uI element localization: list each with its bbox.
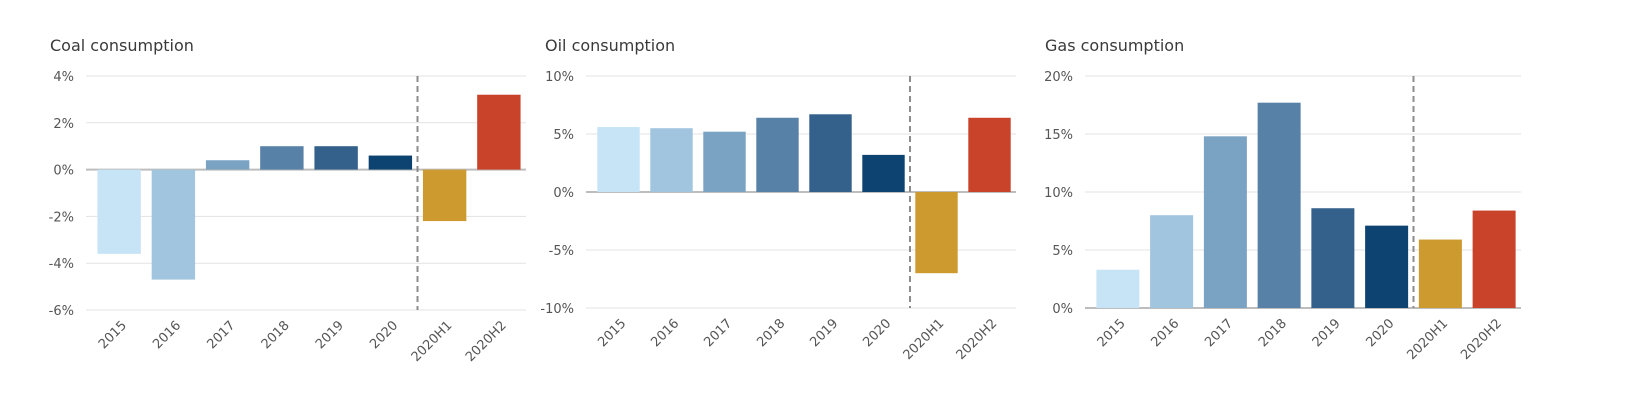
bar-2019 [314, 146, 358, 170]
x-tick-label: 2019 [1310, 316, 1344, 350]
bar-2016 [151, 169, 196, 280]
x-tick-label: 2019 [313, 318, 347, 352]
y-tick-label: 15% [1044, 128, 1073, 143]
oil-consumption-chart: Oil consumption -10% -5% 0% 5% 10% 2015 2016 20… [495, 0, 1035, 400]
y-tick-label: 0% [1052, 302, 1073, 317]
chart-title: Oil consumption [545, 36, 676, 55]
y-tick-label: -2% [49, 210, 74, 225]
x-tick-label: 2015 [96, 318, 130, 352]
bar-2020h1 [915, 192, 958, 274]
bar-2018 [260, 146, 304, 170]
x-tick-label: 2017 [204, 318, 238, 352]
x-tick-label: 2017 [701, 316, 735, 350]
x-tick-label: 2020H1 [409, 318, 456, 365]
bar-2020h1 [422, 169, 467, 222]
y-tick-label: 0% [553, 186, 574, 201]
x-tick-label: 2020H2 [954, 316, 1001, 363]
bar-2019 [1311, 208, 1355, 308]
y-tick-label: 4% [53, 70, 74, 85]
x-tick-label: 2020H1 [1404, 316, 1451, 363]
x-tick-label: 2016 [648, 316, 682, 350]
bar-2017 [1203, 136, 1247, 308]
x-tick-label: 2020H2 [1458, 316, 1505, 363]
chart-title: Gas consumption [1045, 36, 1185, 55]
y-tick-label: 20% [1044, 70, 1073, 85]
x-tick-label: 2019 [807, 316, 841, 350]
bar-2015 [597, 127, 640, 192]
bar-2017 [703, 131, 746, 192]
x-tick-label: 2020 [860, 316, 894, 350]
bar-2015 [1096, 269, 1140, 308]
bar-2018 [1257, 102, 1301, 309]
bar-2018 [756, 117, 799, 192]
gas-consumption-chart: Gas consumption 0% 5% 10% 15% 20% 2015 2016 201… [995, 0, 1535, 400]
bar-2020h2 [968, 117, 1011, 192]
x-tick-label: 2018 [1256, 316, 1290, 350]
bar-2020 [368, 155, 413, 170]
bar-2016 [650, 128, 693, 192]
coal-consumption-chart: Coal consumption -6% -4% -2% 0% 2% 4% 2015 2016… [0, 0, 540, 400]
y-tick-label: 5% [1052, 244, 1073, 259]
x-tick-label: 2020H1 [901, 316, 948, 363]
chart-title: Coal consumption [50, 36, 194, 55]
y-tick-label: 10% [545, 70, 574, 85]
y-tick-label: 5% [553, 128, 574, 143]
gas-consumption-plot: 0%5%10%15%20%2015 2016 2017 2018 2019 2020 202… [1044, 70, 1521, 363]
x-tick-label: 2015 [595, 316, 629, 350]
y-tick-label: -10% [540, 302, 574, 317]
bar-2015 [97, 169, 141, 254]
x-tick-label: 2016 [150, 318, 184, 352]
bar-2020h2 [477, 94, 521, 170]
oil-consumption-plot: -10%-5%0%5%10%2015 2016 2017 2018 2019 2020 20… [540, 70, 1016, 363]
bar-2019 [809, 114, 852, 192]
y-tick-label: 0% [53, 164, 74, 179]
x-tick-label: 2015 [1095, 316, 1129, 350]
x-tick-label: 2016 [1148, 316, 1182, 350]
bar-2020 [862, 154, 905, 192]
bar-2017 [205, 160, 250, 170]
y-tick-label: 2% [53, 117, 74, 132]
x-tick-label: 2018 [754, 316, 788, 350]
y-tick-label: 10% [1044, 186, 1073, 201]
bar-2020h2 [1472, 210, 1516, 308]
bar-2020 [1365, 225, 1409, 308]
y-tick-label: -6% [49, 304, 74, 319]
x-tick-label: 2018 [259, 318, 293, 352]
y-tick-label: -4% [49, 257, 74, 272]
bar-2016 [1150, 215, 1194, 308]
x-tick-label: 2020 [367, 318, 401, 352]
x-tick-label: 2017 [1202, 316, 1236, 350]
coal-consumption-plot: -6% -4% -2% 0% 2% 4% 2015 2016 2017 2018 2019 2020 2… [49, 70, 526, 365]
bar-2020h1 [1418, 239, 1462, 308]
y-tick-label: -5% [549, 244, 574, 259]
x-tick-label: 2020 [1363, 316, 1397, 350]
